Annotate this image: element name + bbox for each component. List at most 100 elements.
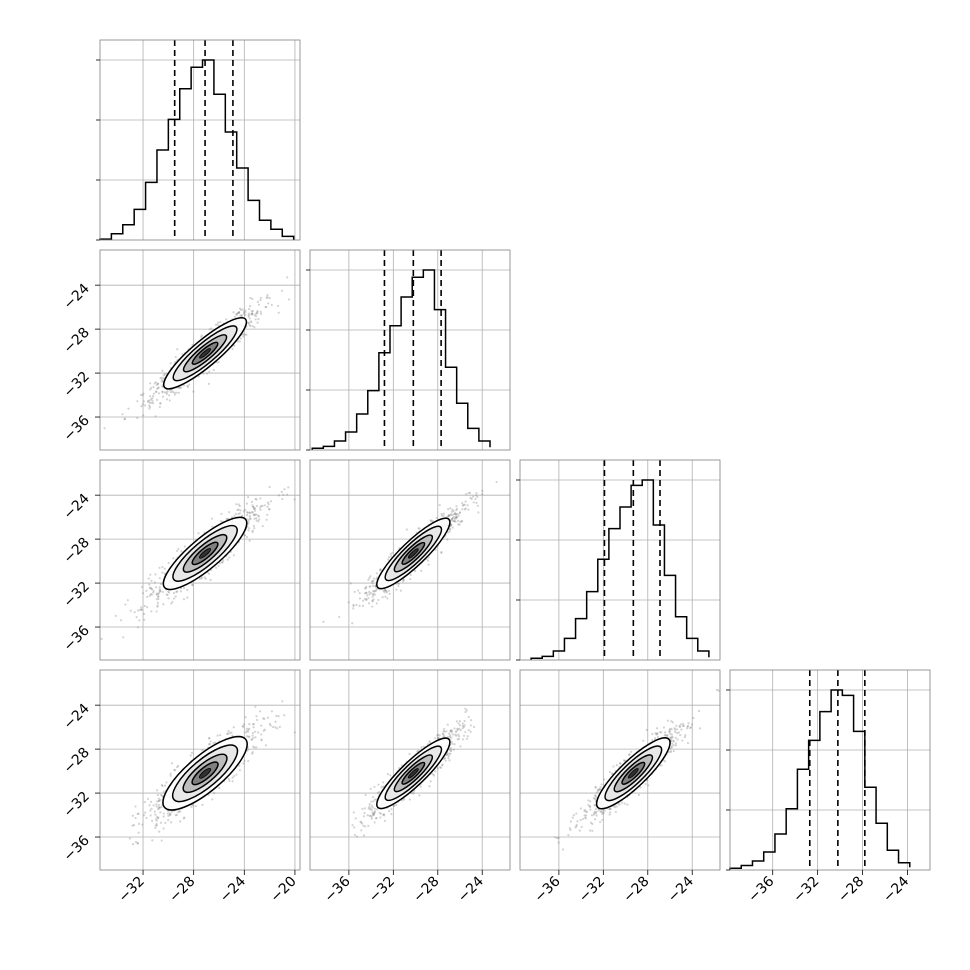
sample-point xyxy=(302,709,304,711)
sample-point xyxy=(427,563,430,566)
sample-point xyxy=(197,375,200,378)
sample-point xyxy=(358,597,362,600)
sample-point xyxy=(450,740,453,744)
sample-point xyxy=(154,818,158,821)
sample-point xyxy=(575,812,578,815)
sample-point xyxy=(163,784,167,787)
sample-point xyxy=(440,551,443,554)
sample-point xyxy=(362,834,366,837)
sample-point xyxy=(268,297,271,300)
sample-point xyxy=(372,812,376,815)
sample-point xyxy=(265,296,268,299)
sample-point xyxy=(252,524,256,528)
sample-point xyxy=(376,808,379,811)
sample-point xyxy=(469,724,472,727)
sample-point xyxy=(277,304,280,308)
sample-point xyxy=(242,333,245,336)
sample-point xyxy=(466,504,469,507)
sample-point xyxy=(141,823,144,826)
sample-point xyxy=(656,732,659,735)
sample-point xyxy=(352,603,355,606)
sample-point xyxy=(457,519,460,523)
sample-point xyxy=(464,710,467,714)
sample-point xyxy=(179,810,182,813)
sample-point xyxy=(689,726,692,730)
sample-point xyxy=(161,391,164,394)
sample-point xyxy=(372,593,375,596)
sample-point xyxy=(257,520,260,523)
sample-point xyxy=(251,511,254,514)
sample-point xyxy=(463,719,466,723)
sample-point xyxy=(358,591,361,595)
sample-point xyxy=(245,735,248,738)
sample-point xyxy=(576,820,579,823)
sample-point xyxy=(267,503,270,506)
sample-point xyxy=(163,373,166,376)
pair-content xyxy=(100,250,300,450)
sample-point xyxy=(122,636,125,639)
pair-content xyxy=(100,460,300,660)
pair-panel-2-3 xyxy=(519,669,721,871)
sample-point xyxy=(245,727,248,730)
sample-point xyxy=(157,595,160,598)
sample-point xyxy=(216,323,219,326)
sample-point xyxy=(451,517,454,520)
sample-point xyxy=(364,793,367,797)
sample-point xyxy=(148,407,151,410)
sample-point xyxy=(167,819,170,822)
sample-point xyxy=(152,392,156,395)
sample-point xyxy=(212,741,215,745)
sample-point xyxy=(156,382,160,385)
sample-point xyxy=(248,735,251,738)
sample-point xyxy=(370,808,373,812)
hist-background xyxy=(310,250,510,450)
sample-point xyxy=(255,715,258,718)
sample-point xyxy=(287,486,290,489)
sample-point xyxy=(155,598,158,601)
sample-point xyxy=(663,760,667,763)
sample-point xyxy=(440,550,443,554)
sample-point xyxy=(176,348,179,351)
sample-point xyxy=(136,812,139,816)
sample-point xyxy=(572,814,575,817)
sample-point xyxy=(186,385,190,389)
sample-point xyxy=(467,492,470,495)
sample-point xyxy=(247,321,250,324)
sample-point xyxy=(192,390,195,393)
sample-point xyxy=(159,402,162,405)
sample-point xyxy=(156,601,160,604)
sample-point xyxy=(157,797,161,800)
sample-point xyxy=(247,520,250,523)
sample-point xyxy=(140,608,143,611)
sample-point xyxy=(253,507,257,510)
sample-point xyxy=(220,512,223,515)
sample-point xyxy=(389,553,392,556)
sample-point xyxy=(139,608,142,611)
sample-point xyxy=(134,841,138,844)
sample-point xyxy=(447,514,450,518)
sample-point xyxy=(443,756,447,759)
sample-point xyxy=(360,821,363,824)
sample-point xyxy=(247,529,250,532)
sample-point xyxy=(152,395,155,398)
sample-point xyxy=(248,727,251,730)
sample-point xyxy=(322,620,325,624)
sample-point xyxy=(266,513,269,516)
sample-point xyxy=(179,386,182,390)
sample-point xyxy=(456,727,459,731)
sample-point xyxy=(254,736,257,739)
sample-point xyxy=(373,821,376,824)
sample-point xyxy=(154,390,158,393)
sample-point xyxy=(148,401,151,404)
sample-point xyxy=(149,382,152,385)
sample-point xyxy=(119,619,123,622)
sample-point xyxy=(281,700,284,703)
hist-panel-3 xyxy=(726,669,931,871)
sample-point xyxy=(676,738,679,741)
sample-point xyxy=(152,591,155,594)
sample-point xyxy=(275,714,278,718)
sample-point xyxy=(162,812,165,815)
sample-point xyxy=(396,582,399,585)
sample-point xyxy=(236,312,239,315)
sample-point xyxy=(171,390,174,393)
